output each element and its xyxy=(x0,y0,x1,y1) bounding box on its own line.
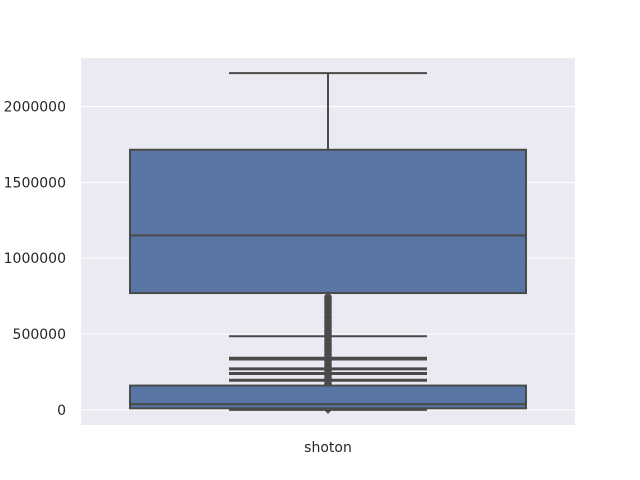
box-group xyxy=(129,335,527,411)
y-tick-label: 1500000 xyxy=(4,175,66,191)
box xyxy=(129,148,527,295)
x-tick-label: shoton xyxy=(304,440,352,456)
y-tick-label: 500000 xyxy=(13,327,66,343)
box-group xyxy=(129,72,527,414)
box xyxy=(129,384,527,410)
y-tick-label: 0 xyxy=(57,403,66,419)
y-tick-label: 2000000 xyxy=(4,100,66,116)
y-axis: 0 500000 1000000 1500000 2000000 xyxy=(4,100,66,419)
box-layer xyxy=(129,72,527,414)
y-tick-label: 1000000 xyxy=(4,251,66,267)
x-axis: shoton xyxy=(304,440,352,456)
outlier-point xyxy=(324,292,332,301)
